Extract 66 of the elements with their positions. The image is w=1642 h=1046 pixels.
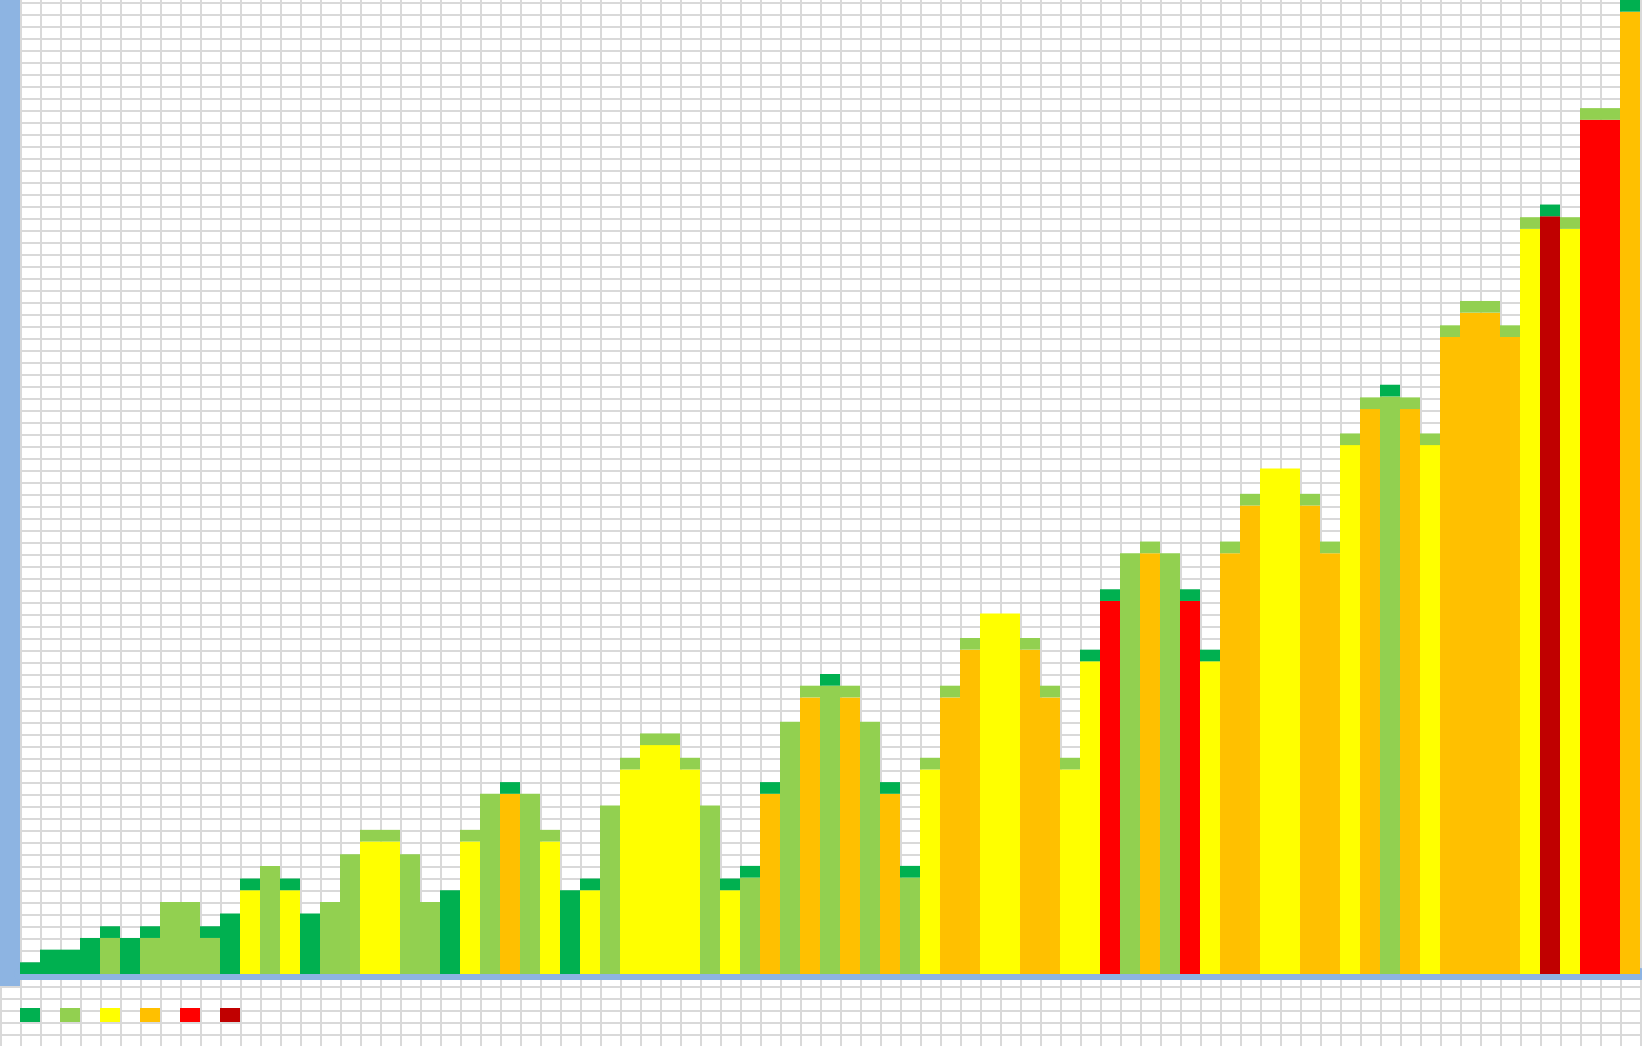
- bar: [1400, 409, 1420, 974]
- bar: [540, 841, 560, 974]
- bar: [1200, 649, 1220, 662]
- bar: [740, 865, 760, 878]
- bar: [1180, 600, 1200, 974]
- bar: [1560, 217, 1580, 229]
- bar: [1380, 384, 1400, 397]
- bar: [1420, 433, 1440, 446]
- bar: [920, 757, 940, 770]
- bar: [820, 674, 840, 686]
- bar: [720, 878, 740, 891]
- bar: [240, 878, 260, 891]
- bar: [1360, 409, 1380, 974]
- bar: [1180, 589, 1200, 601]
- bar: [920, 769, 940, 974]
- bar: [1520, 228, 1540, 974]
- bar: [720, 890, 740, 974]
- bar: [940, 685, 960, 698]
- bar: [1560, 228, 1580, 974]
- bar: [840, 697, 860, 974]
- bar: [1500, 325, 1520, 337]
- bar: [1620, 0, 1640, 12]
- bar: [560, 890, 580, 974]
- bar: [1540, 216, 1560, 974]
- bar: [1140, 553, 1160, 974]
- bar: [760, 782, 780, 794]
- bar: [120, 937, 140, 974]
- bar: [1540, 204, 1560, 217]
- bar: [440, 890, 460, 974]
- bar: [1100, 600, 1120, 974]
- bar: [1620, 11, 1640, 974]
- bar: [300, 913, 320, 974]
- bar: [1240, 493, 1260, 506]
- bar: [680, 757, 700, 770]
- bar: [900, 865, 920, 878]
- bar: [800, 697, 820, 974]
- bar: [760, 793, 780, 974]
- bar: [1040, 685, 1060, 698]
- bar: [1440, 325, 1460, 337]
- bar: [880, 793, 900, 974]
- bar: [1200, 661, 1220, 974]
- bar: [1300, 493, 1320, 506]
- bar: [1320, 541, 1340, 554]
- bar: [1520, 217, 1540, 229]
- bar: [880, 782, 900, 794]
- bar: [580, 878, 600, 891]
- bar: [1140, 541, 1160, 554]
- bar: [1420, 445, 1440, 974]
- bar: [620, 757, 640, 770]
- bar: [1100, 589, 1120, 601]
- bar: [500, 793, 520, 974]
- bar: [580, 890, 600, 974]
- bar: [1080, 649, 1100, 662]
- bar: [1020, 637, 1040, 650]
- bar: [960, 637, 980, 650]
- bar: [280, 878, 300, 891]
- bar: [500, 782, 520, 794]
- bar: [1220, 541, 1240, 554]
- bar: [1340, 433, 1360, 446]
- bar: [140, 926, 160, 938]
- bar: [240, 890, 260, 974]
- bar: [460, 841, 480, 974]
- bar: [100, 926, 120, 938]
- bar: [1340, 445, 1360, 974]
- bar: [1060, 757, 1080, 770]
- bar: [280, 890, 300, 974]
